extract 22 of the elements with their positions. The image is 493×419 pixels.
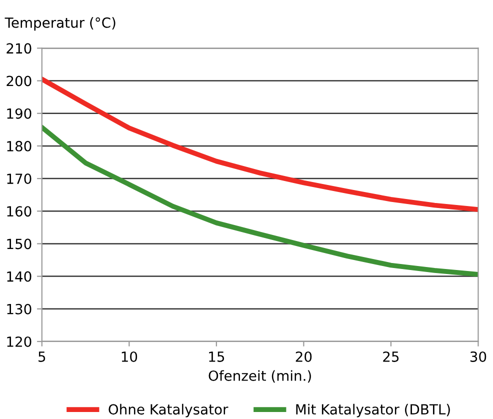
x-tick-label: 10 (122, 351, 138, 362)
y-tick-label: 190 (7, 108, 32, 119)
y-tick-label: 180 (7, 140, 32, 152)
y-tick-label: 170 (7, 174, 32, 184)
legend-label: Mit Katalysator (DBTL) (296, 404, 450, 418)
x-tick-label: 15 (209, 352, 224, 362)
x-axis-title: Ofenzeit (min.) (208, 370, 311, 383)
x-tick-label: 30 (470, 351, 486, 362)
y-tick-label: 120 (7, 336, 32, 347)
line-series (42, 124, 478, 277)
legend-label: Ohne Katalysator (108, 404, 228, 418)
x-tick-label: 25 (383, 351, 399, 362)
y-tick-label: 150 (7, 238, 32, 250)
x-tick-label: 20 (296, 351, 312, 362)
y-tick-label: 200 (6, 76, 32, 86)
x-tick-label: 5 (38, 352, 46, 362)
y-tick-label: 210 (6, 43, 32, 54)
y-axis-title: Temperatur (°C) (4, 17, 116, 31)
y-tick-label: 140 (7, 271, 32, 282)
y-tick-label: 160 (7, 206, 32, 217)
line-series (42, 76, 478, 212)
y-tick-label: 130 (7, 304, 32, 314)
